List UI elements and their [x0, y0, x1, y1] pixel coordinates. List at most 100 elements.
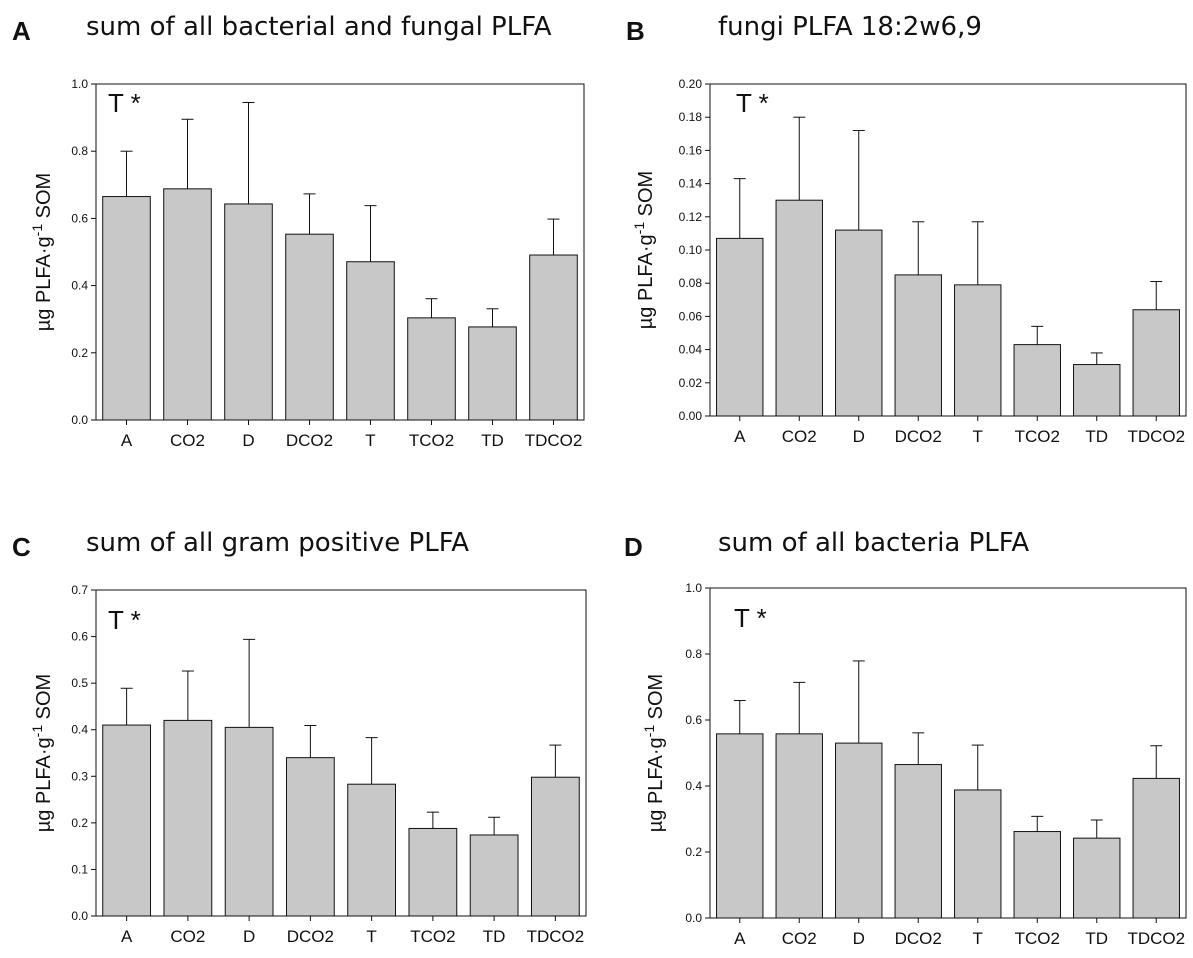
y-tick-label: 0.12: [679, 210, 703, 224]
bar-dco2: [894, 764, 942, 919]
x-tick-label: TDCO2: [1127, 929, 1185, 948]
bar-co2: [775, 733, 823, 919]
bar-tco2: [407, 317, 456, 421]
x-tick-label: T: [973, 929, 983, 948]
x-tick-label: T: [365, 431, 375, 450]
bar-tco2: [1013, 831, 1061, 919]
bar-d: [224, 726, 274, 917]
x-tick-label: A: [734, 427, 746, 446]
bar-t: [347, 783, 397, 917]
y-tick-label: 0.0: [71, 909, 88, 923]
panel-letter: B: [626, 16, 645, 46]
y-tick-label: 0.1: [71, 862, 88, 876]
bar-t: [954, 789, 1002, 919]
y-tick-label: 0.6: [71, 211, 88, 225]
y-tick-label: 0.20: [679, 77, 703, 91]
bar-tco2: [408, 827, 458, 917]
x-tick-label: A: [734, 929, 746, 948]
bar-tdco2: [529, 254, 578, 421]
bar-co2: [775, 199, 823, 417]
significance-annotation: T *: [108, 88, 141, 118]
bar-d: [224, 203, 273, 421]
x-tick-label: TCO2: [1015, 929, 1060, 948]
x-tick-label: A: [121, 927, 133, 946]
y-tick-label: 0.4: [71, 279, 88, 293]
x-tick-label: TCO2: [410, 927, 455, 946]
y-tick-label: 0.6: [685, 713, 702, 727]
y-tick-label: 0.08: [679, 276, 703, 290]
bar-td: [469, 834, 519, 917]
bar-tco2: [1013, 344, 1061, 417]
x-tick-label: TCO2: [409, 431, 454, 450]
y-tick-label: 0.7: [71, 583, 88, 597]
x-tick-label: A: [121, 431, 133, 450]
x-tick-label: T: [366, 927, 376, 946]
chart-d-plot: 0.0 0.2 0.4 0.6 0.8 1.0 A CO2 D DCO2 T TCO2 TD TDCO2 T…: [641, 581, 1187, 948]
bar-a: [716, 237, 764, 417]
y-tick-label: 0.8: [71, 144, 88, 158]
bar-t: [346, 261, 395, 421]
chart-b-plot: 0.00 0.02 0.04 0.06 0.08 0.10 0.12 0.14 0.16 0.18…: [631, 77, 1187, 446]
x-tick-label: T: [973, 427, 983, 446]
bar-d: [835, 742, 883, 919]
x-tick-label: TDCO2: [527, 927, 585, 946]
y-tick-label: 1.0: [71, 77, 88, 91]
x-tick-label: DCO2: [895, 427, 942, 446]
y-tick-label: 0.02: [679, 376, 703, 390]
x-tick-label: CO2: [782, 427, 817, 446]
y-tick-label: 0.2: [71, 346, 88, 360]
panel-letter: D: [624, 532, 643, 562]
panel-title: sum of all gram positive PLFA: [86, 528, 470, 558]
bar-dco2: [285, 757, 335, 917]
x-tick-label: TDCO2: [525, 431, 583, 450]
y-tick-label: 0.16: [679, 143, 703, 157]
y-tick-label: 0.3: [71, 769, 88, 783]
panel-title: sum of all bacteria PLFA: [718, 528, 1030, 558]
x-tick-label: TD: [1085, 929, 1108, 948]
bar-a: [716, 733, 764, 919]
bar-co2: [163, 188, 212, 421]
y-tick-label: 0.4: [685, 779, 702, 793]
bar-td: [468, 326, 517, 421]
plot-frame: [709, 83, 1187, 417]
bar-d: [835, 229, 883, 417]
y-axis-label: µg PLFA·g-1 SOM: [29, 173, 55, 331]
chart-c-plot: 0.0 0.1 0.2 0.3 0.4 0.5 0.6 0.7 A CO2 D DCO2 T TCO2 TD…: [29, 583, 587, 946]
bar-tdco2: [1132, 309, 1180, 417]
x-tick-label: TD: [481, 431, 504, 450]
y-axis-label: µg PLFA·g-1 SOM: [631, 171, 657, 329]
y-tick-label: 0.6: [71, 630, 88, 644]
x-tick-label: DCO2: [287, 927, 334, 946]
bar-tdco2: [530, 776, 580, 917]
x-tick-label: TCO2: [1015, 427, 1060, 446]
y-tick-label: 0.8: [685, 647, 702, 661]
panel-title: fungi PLFA 18:2w6,9: [718, 12, 982, 42]
bar-td: [1073, 364, 1121, 417]
significance-annotation: T *: [734, 603, 767, 633]
y-tick-label: 1.0: [685, 581, 702, 595]
y-tick-label: 0.14: [679, 177, 703, 191]
x-tick-label: CO2: [170, 431, 205, 450]
bar-co2: [163, 719, 213, 917]
y-tick-label: 0.5: [71, 676, 88, 690]
panel-letter: C: [12, 532, 31, 562]
y-tick-label: 0.06: [679, 309, 703, 323]
x-tick-label: D: [243, 927, 255, 946]
x-tick-label: DCO2: [895, 929, 942, 948]
bar-dco2: [285, 233, 334, 421]
bar-dco2: [894, 274, 942, 417]
x-tick-label: D: [853, 427, 865, 446]
y-tick-label: 0.0: [685, 911, 702, 925]
y-tick-label: 0.4: [71, 723, 88, 737]
x-tick-label: CO2: [782, 929, 817, 948]
bar-a: [102, 196, 151, 421]
bar-t: [954, 284, 1002, 417]
x-tick-label: TD: [1085, 427, 1108, 446]
significance-annotation: T *: [108, 605, 141, 635]
y-tick-label: 0.18: [679, 110, 703, 124]
x-tick-label: DCO2: [286, 431, 333, 450]
y-tick-label: 0.00: [679, 409, 703, 423]
panel-letter: A: [12, 16, 31, 46]
panel-title: sum of all bacterial and fungal PLFA: [86, 12, 552, 42]
